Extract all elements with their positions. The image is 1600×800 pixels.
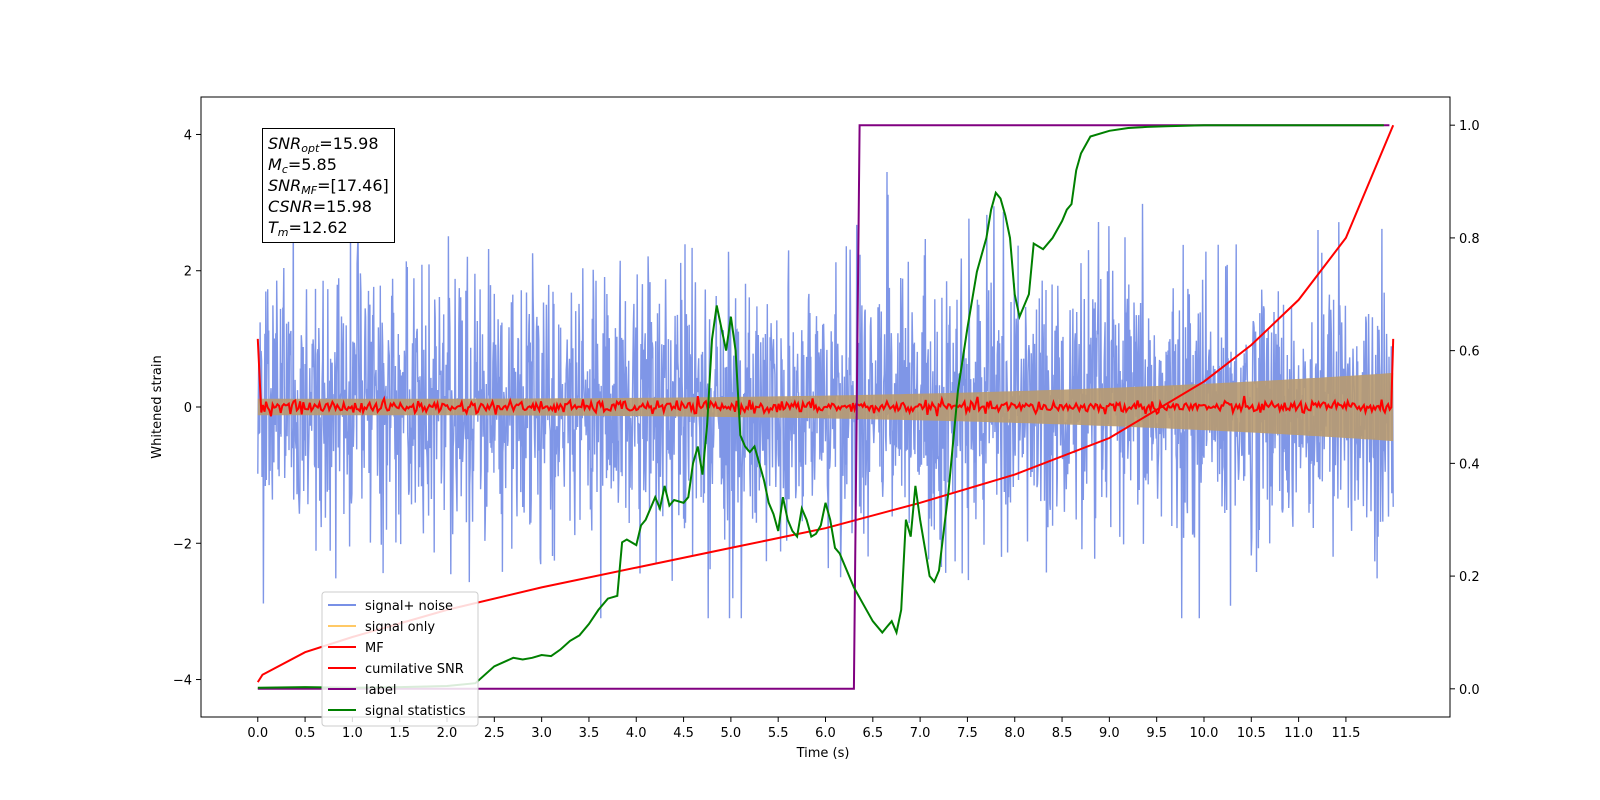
- csnr-symbol: CSNR: [268, 197, 313, 216]
- mc-line: Mc=5.85: [268, 154, 389, 175]
- series-signal-statistics: [257, 124, 1384, 689]
- y-axis-left: 4 2 0 −2 −4: [173, 128, 201, 689]
- legend-entry: signal statistics: [365, 704, 466, 719]
- y2-tick-label: 0.6: [1459, 345, 1480, 360]
- x-tick-label: 1.0: [342, 726, 363, 741]
- x-tick-label: 2.5: [484, 726, 505, 741]
- snr-opt-subscript: opt: [301, 142, 320, 155]
- x-tick-label: 11.0: [1284, 726, 1313, 741]
- y-tick-label: −4: [173, 674, 192, 689]
- x-tick-label: 2.0: [437, 726, 458, 741]
- x-tick-label: 6.0: [815, 726, 836, 741]
- y2-tick-label: 0.2: [1459, 570, 1480, 585]
- snr-opt-symbol: SNR: [268, 134, 302, 153]
- y-tick-label: 0: [184, 401, 192, 416]
- y-tick-label: 2: [184, 265, 192, 280]
- snr-mf-line: SNRMF=[17.46]: [268, 175, 389, 196]
- x-tick-label: 4.0: [626, 726, 647, 741]
- x-axis-label: Time (s): [796, 746, 850, 761]
- x-tick-label: 7.0: [910, 726, 931, 741]
- y-tick-label: 4: [184, 128, 192, 143]
- mc-value: =5.85: [287, 155, 337, 174]
- x-tick-label: 5.0: [721, 726, 742, 741]
- legend-entry: signal only: [365, 620, 435, 635]
- snr-mf-symbol: SNR: [268, 176, 302, 195]
- y-axis-label: Whitened strain: [150, 355, 165, 458]
- x-tick-label: 3.0: [531, 726, 552, 741]
- snr-mf-value: =[17.46]: [317, 176, 389, 195]
- legend: signal+ noise signal only MF cumilative SNR…: [321, 591, 479, 727]
- x-tick-label: 5.5: [768, 726, 789, 741]
- csnr-value: =15.98: [312, 197, 372, 216]
- legend-entry: label: [365, 683, 396, 698]
- snr-annotation-box: SNRopt=15.98 Mc=5.85 SNRMF=[17.46] CSNR=…: [262, 128, 395, 243]
- y-axis-right: 1.0 0.8 0.6 0.4 0.2 0.0: [1450, 119, 1480, 698]
- x-tick-label: 11.5: [1331, 726, 1360, 741]
- legend-entry: signal+ noise: [365, 599, 453, 614]
- x-tick-label: 9.5: [1146, 726, 1167, 741]
- y2-tick-label: 0.4: [1459, 457, 1480, 472]
- mc-symbol: M: [268, 155, 282, 174]
- series-label: [257, 124, 1390, 690]
- x-tick-label: 8.5: [1052, 726, 1073, 741]
- y2-tick-label: 0.8: [1459, 232, 1480, 247]
- series-mf: [256, 338, 1395, 417]
- x-tick-label: 7.5: [957, 726, 978, 741]
- x-axis: 0.0 0.5 1.0 1.5 2.0 2.5 3.0 3.5 4.0 4.5 5.0 5.5 6.0 6…: [247, 717, 1360, 741]
- x-tick-label: 8.0: [1004, 726, 1025, 741]
- y-tick-label: −2: [173, 537, 192, 552]
- snr-opt-value: =15.98: [319, 134, 379, 153]
- tm-symbol: T: [268, 218, 278, 237]
- x-tick-label: 9.0: [1099, 726, 1120, 741]
- legend-frame: [321, 591, 479, 727]
- snr-opt-line: SNRopt=15.98: [268, 133, 389, 154]
- x-tick-label: 0.5: [295, 726, 316, 741]
- csnr-line: CSNR=15.98: [268, 196, 389, 217]
- tm-value: =12.62: [288, 218, 348, 237]
- x-tick-label: 3.5: [579, 726, 600, 741]
- x-tick-label: 6.5: [862, 726, 883, 741]
- legend-entry: MF: [365, 641, 384, 656]
- x-tick-label: 0.0: [247, 726, 268, 741]
- y2-tick-label: 0.0: [1459, 683, 1480, 698]
- x-tick-label: 10.0: [1190, 726, 1219, 741]
- y2-tick-label: 1.0: [1459, 119, 1480, 134]
- x-tick-label: 1.5: [389, 726, 410, 741]
- snr-mf-subscript: MF: [301, 184, 318, 197]
- tm-subscript: m: [277, 226, 289, 239]
- legend-entry: cumilative SNR: [365, 662, 464, 677]
- mc-subscript: c: [281, 163, 288, 176]
- tm-line: Tm=12.62: [268, 217, 389, 238]
- x-tick-label: 10.5: [1237, 726, 1266, 741]
- x-tick-label: 4.5: [673, 726, 694, 741]
